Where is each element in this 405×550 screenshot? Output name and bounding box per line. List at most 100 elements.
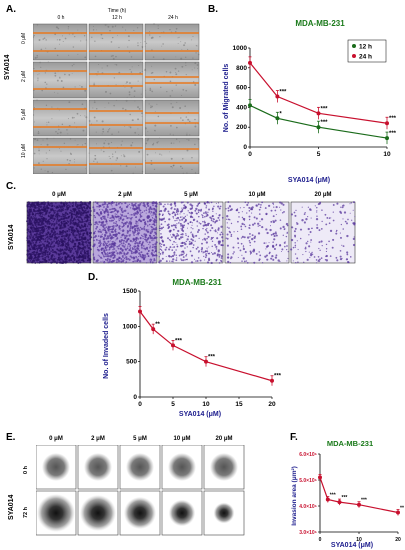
stained-cell xyxy=(127,242,130,246)
stained-cell xyxy=(51,231,53,234)
stained-cell xyxy=(149,245,151,247)
stained-cell xyxy=(27,222,30,225)
cell-speck xyxy=(54,47,57,50)
stained-cell xyxy=(243,206,245,209)
cell-speck xyxy=(172,134,174,136)
stained-cell xyxy=(55,233,57,235)
stained-cell xyxy=(229,262,232,264)
stained-cell xyxy=(46,245,49,248)
stained-cell xyxy=(36,247,38,249)
stained-cell xyxy=(75,204,77,207)
stained-cell xyxy=(126,206,128,208)
stained-cell xyxy=(69,212,71,214)
x-tick-label: 20 xyxy=(268,401,276,408)
stained-cell xyxy=(80,203,83,206)
stained-cell xyxy=(55,202,57,204)
stained-cell xyxy=(253,261,256,264)
stained-cell xyxy=(351,219,353,221)
stained-cell xyxy=(179,222,182,225)
stained-cell xyxy=(104,232,107,234)
stained-cell xyxy=(39,235,42,238)
stained-cell xyxy=(135,222,137,225)
cell-speck xyxy=(63,142,66,145)
stained-cell xyxy=(130,222,132,225)
stained-cell xyxy=(132,204,135,207)
stained-cell xyxy=(190,254,194,257)
stained-cell xyxy=(139,237,142,240)
stained-cell xyxy=(136,207,139,209)
stained-cell xyxy=(40,229,43,232)
cell-speck xyxy=(162,43,164,45)
cell-speck xyxy=(97,71,99,73)
stained-cell xyxy=(336,202,339,205)
stained-cell xyxy=(76,230,79,233)
cell-speck xyxy=(194,62,197,65)
stained-cell xyxy=(245,260,248,262)
cell-speck xyxy=(141,112,143,115)
stained-cell xyxy=(33,204,35,207)
stained-cell xyxy=(270,220,273,223)
cell-speck xyxy=(82,129,85,132)
stained-cell xyxy=(93,214,96,217)
cell-speck xyxy=(64,73,66,76)
stained-cell xyxy=(29,233,32,236)
data-point xyxy=(325,497,330,502)
stained-cell xyxy=(164,207,167,211)
stained-cell xyxy=(185,233,187,235)
stained-cell xyxy=(294,246,297,248)
cell-speck xyxy=(147,138,150,140)
stained-cell xyxy=(211,208,214,211)
stained-cell xyxy=(60,252,62,255)
cell-speck xyxy=(151,36,154,39)
stained-cell xyxy=(56,258,59,261)
stained-cell xyxy=(195,212,197,214)
stained-cell xyxy=(110,204,112,206)
stained-cell xyxy=(160,235,163,239)
data-point xyxy=(316,111,321,116)
stained-cell xyxy=(44,214,46,216)
stained-cell xyxy=(52,251,55,254)
cell-speck xyxy=(45,152,47,154)
stained-cell xyxy=(86,244,89,247)
stained-cell xyxy=(179,216,182,218)
stained-cell xyxy=(236,237,239,239)
stained-cell xyxy=(107,240,110,243)
stained-cell xyxy=(49,211,51,214)
stained-cell xyxy=(275,244,277,246)
stained-cell xyxy=(73,259,76,261)
cell-speck xyxy=(158,141,160,143)
stained-cell xyxy=(253,222,256,225)
stained-cell xyxy=(162,253,164,255)
stained-cell xyxy=(124,222,127,225)
stained-cell xyxy=(87,219,89,221)
stained-cell xyxy=(309,254,313,257)
stained-cell xyxy=(30,257,33,260)
stained-cell xyxy=(84,207,86,210)
stained-cell xyxy=(112,219,115,222)
stained-cell xyxy=(87,259,90,262)
cell-speck xyxy=(115,159,117,161)
stained-cell xyxy=(115,220,118,223)
stained-cell xyxy=(46,227,48,229)
cell-speck xyxy=(33,114,35,116)
stained-cell xyxy=(174,226,177,229)
wound-image xyxy=(144,99,200,137)
cell-speck xyxy=(157,27,159,29)
cell-speck xyxy=(40,66,42,68)
stained-cell xyxy=(61,223,63,225)
stained-cell xyxy=(117,202,120,205)
stained-cell xyxy=(126,251,129,254)
stained-cell xyxy=(160,227,163,230)
cell-speck xyxy=(131,97,132,99)
stained-cell xyxy=(69,240,72,243)
stained-cell xyxy=(34,248,36,251)
stained-cell xyxy=(62,232,64,234)
stained-cell xyxy=(274,219,277,222)
stained-cell xyxy=(212,236,215,238)
stained-cell xyxy=(48,261,50,263)
stained-cell xyxy=(26,237,28,239)
data-point xyxy=(204,359,208,364)
cell-speck xyxy=(161,154,163,156)
stained-cell xyxy=(164,203,166,206)
stained-cell xyxy=(31,225,33,227)
